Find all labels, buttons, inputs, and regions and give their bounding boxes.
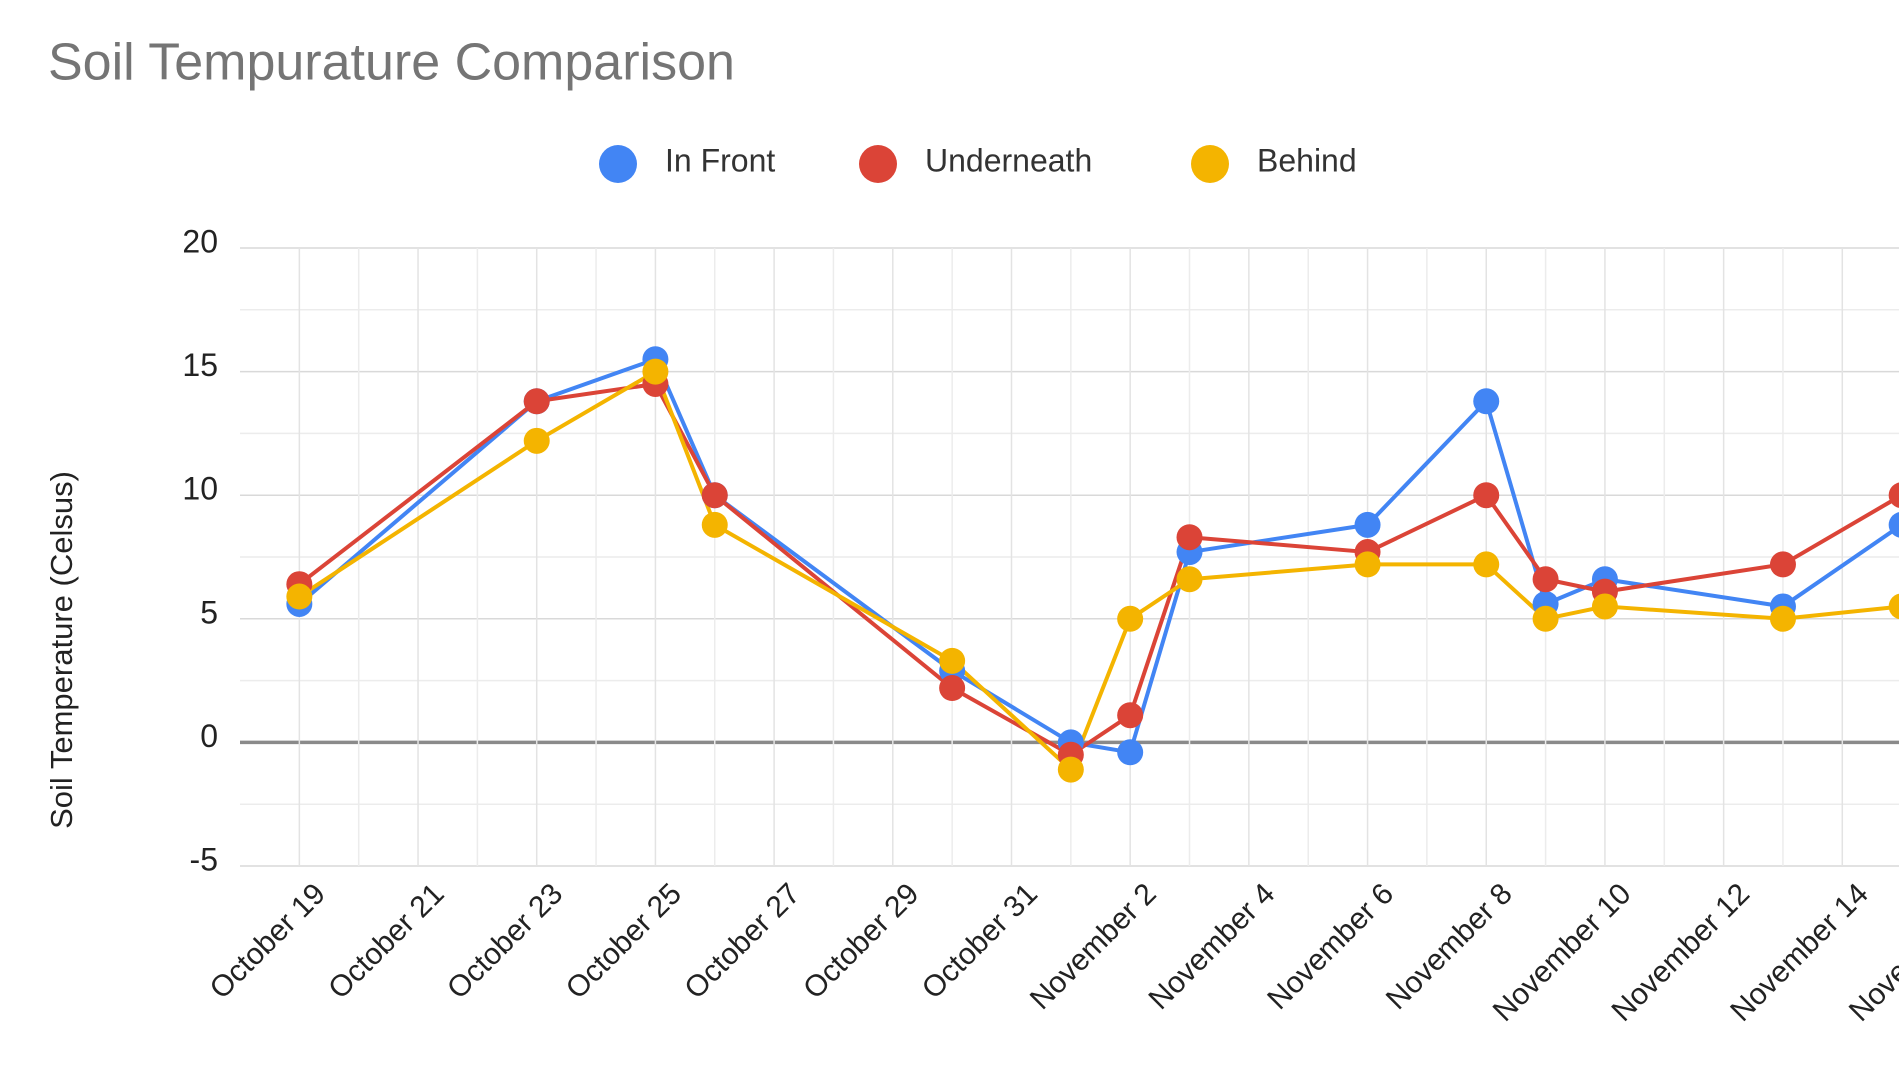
data-point	[1591, 593, 1618, 620]
data-point	[523, 427, 550, 454]
y-tick-label: 15	[182, 347, 218, 383]
data-point	[1117, 702, 1144, 729]
x-tick-label: October 31	[916, 877, 1044, 1005]
data-point	[1354, 511, 1381, 538]
data-point	[1176, 566, 1203, 593]
data-point	[1354, 551, 1381, 578]
y-tick-label: 0	[200, 718, 218, 754]
data-point	[1769, 551, 1796, 578]
x-tick-label: November 4	[1143, 877, 1282, 1016]
y-tick-label: 20	[182, 223, 218, 259]
data-point	[286, 583, 313, 610]
legend-swatch	[859, 145, 897, 183]
y-tick-label: -5	[190, 841, 218, 877]
x-tick-label: October 27	[678, 877, 806, 1005]
data-point	[701, 511, 728, 538]
x-tick-label: October 19	[204, 877, 332, 1005]
data-point	[1532, 605, 1559, 632]
data-point	[939, 675, 966, 702]
y-axis-label: Soil Temperature (Celsus)	[44, 471, 79, 829]
data-point	[1057, 756, 1084, 783]
legend-label: Underneath	[925, 142, 1092, 178]
legend-swatch	[599, 145, 637, 183]
data-point	[642, 358, 669, 385]
x-tick-label: October 21	[322, 877, 450, 1005]
data-point	[1532, 566, 1559, 593]
data-point	[1176, 524, 1203, 551]
data-point	[939, 647, 966, 674]
data-point	[1888, 593, 1899, 620]
data-point	[1117, 605, 1144, 632]
data-point	[1888, 482, 1899, 508]
x-tick-label: October 29	[797, 877, 925, 1005]
y-tick-label: 10	[182, 471, 218, 507]
data-point	[1769, 605, 1796, 632]
legend-swatch	[1191, 145, 1229, 183]
legend-label: Behind	[1257, 142, 1357, 178]
legend-label: In Front	[665, 142, 775, 178]
data-point	[701, 482, 728, 509]
x-tick-label: October 23	[441, 877, 569, 1005]
chart-title: Soil Tempurature Comparison	[48, 34, 735, 92]
data-point	[1473, 482, 1500, 509]
data-point	[1473, 551, 1500, 578]
x-tick-label: November 2	[1024, 877, 1163, 1016]
data-point	[1117, 739, 1144, 766]
data-point	[1473, 388, 1500, 415]
x-tick-label: October 25	[560, 877, 688, 1005]
y-tick-label: 5	[200, 594, 218, 630]
data-point	[1888, 512, 1899, 538]
data-point	[523, 388, 550, 415]
x-tick-label: November 6	[1261, 877, 1400, 1016]
